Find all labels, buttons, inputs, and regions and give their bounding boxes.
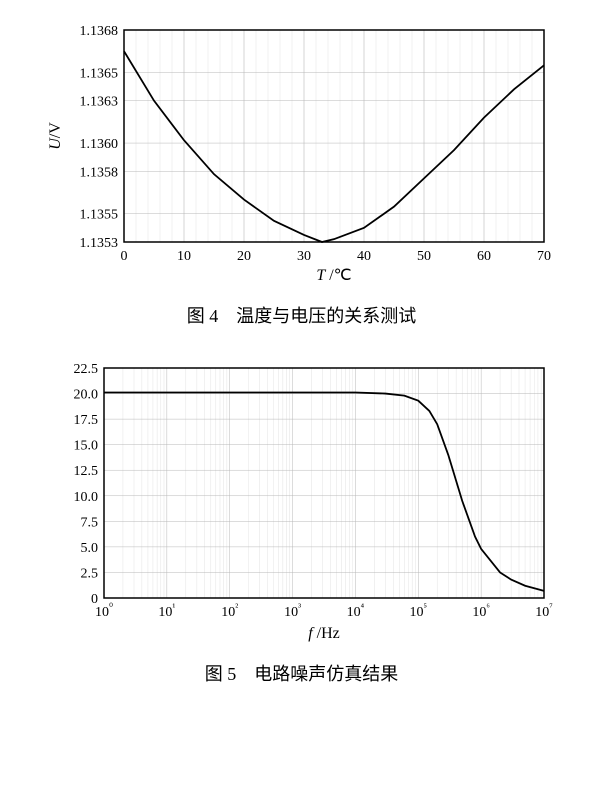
svg-text:7.5: 7.5 bbox=[80, 515, 98, 530]
svg-text:12.5: 12.5 bbox=[73, 464, 98, 479]
svg-text:1.1365: 1.1365 bbox=[79, 66, 118, 81]
chart-1: 0 10 20 30 40 50 60 70 1.1353 1.1355 1.1358 1.1360 1… bbox=[42, 20, 562, 290]
svg-text:20: 20 bbox=[237, 249, 251, 264]
svg-text:10⁷: 10⁷ bbox=[535, 602, 553, 620]
svg-text:10⁴: 10⁴ bbox=[346, 602, 364, 620]
svg-text:60: 60 bbox=[477, 249, 491, 264]
svg-text:10.0: 10.0 bbox=[73, 490, 98, 505]
chart-1-caption: 图 4 温度与电压的关系测试 bbox=[20, 302, 583, 328]
svg-text:f /Hz: f /Hz bbox=[308, 625, 340, 642]
svg-text:10: 10 bbox=[177, 249, 191, 264]
chart-1-container: 0 10 20 30 40 50 60 70 1.1353 1.1355 1.1358 1.1360 1… bbox=[20, 20, 583, 328]
svg-text:2.5: 2.5 bbox=[80, 566, 98, 581]
svg-text:U/V: U/V bbox=[47, 122, 64, 150]
chart-2-caption: 图 5 电路噪声仿真结果 bbox=[20, 660, 583, 686]
svg-text:15.0: 15.0 bbox=[73, 439, 98, 454]
svg-text:10²: 10² bbox=[221, 602, 238, 620]
svg-text:10³: 10³ bbox=[284, 602, 301, 620]
svg-text:20.0: 20.0 bbox=[73, 388, 98, 403]
svg-text:40: 40 bbox=[357, 249, 371, 264]
svg-text:T /℃: T /℃ bbox=[316, 267, 351, 284]
chart-2: 10⁰10¹10²10³10⁴10⁵10⁶10⁷02.55.07.510.012… bbox=[42, 358, 562, 648]
svg-text:50: 50 bbox=[417, 249, 431, 264]
svg-text:30: 30 bbox=[297, 249, 311, 264]
svg-text:1.1358: 1.1358 bbox=[79, 165, 118, 180]
svg-text:22.5: 22.5 bbox=[73, 362, 98, 377]
svg-text:70: 70 bbox=[537, 249, 551, 264]
chart-2-container: 10⁰10¹10²10³10⁴10⁵10⁶10⁷02.55.07.510.012… bbox=[20, 358, 583, 686]
svg-text:10¹: 10¹ bbox=[158, 602, 175, 620]
svg-text:1.1368: 1.1368 bbox=[79, 24, 118, 39]
svg-text:0: 0 bbox=[120, 249, 127, 264]
svg-text:17.5: 17.5 bbox=[73, 413, 98, 428]
svg-text:0: 0 bbox=[91, 592, 98, 607]
svg-text:5.0: 5.0 bbox=[80, 541, 98, 556]
svg-text:1.1360: 1.1360 bbox=[79, 137, 118, 152]
svg-text:1.1353: 1.1353 bbox=[79, 236, 118, 251]
svg-text:1.1355: 1.1355 bbox=[79, 208, 118, 223]
svg-text:10⁶: 10⁶ bbox=[472, 602, 490, 620]
svg-text:10⁵: 10⁵ bbox=[409, 602, 427, 620]
svg-text:1.1363: 1.1363 bbox=[79, 95, 118, 110]
